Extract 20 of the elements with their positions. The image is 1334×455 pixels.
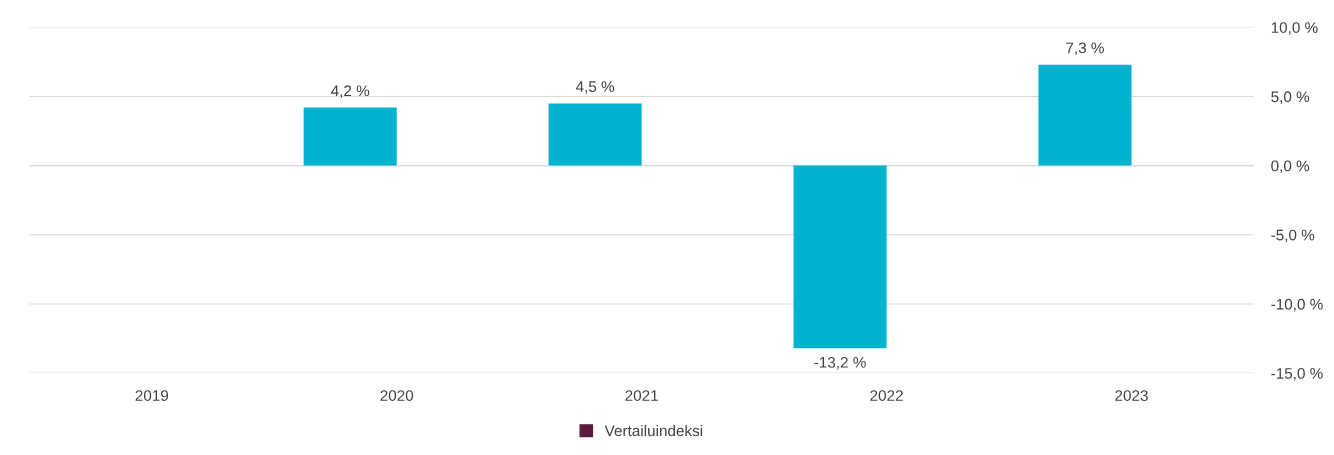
x-tick-label: 2023 <box>1115 390 1148 401</box>
bar <box>793 165 887 349</box>
data-label: 4,5 % <box>575 81 615 94</box>
bar <box>548 103 642 166</box>
x-tick-label: 2020 <box>380 390 414 401</box>
data-label: 7,3 % <box>1066 42 1104 56</box>
bar <box>303 107 397 166</box>
data-label: -13,2 % <box>814 356 866 370</box>
x-tick-label: 2022 <box>870 390 903 401</box>
bar <box>1038 64 1132 166</box>
data-label: 4,2 % <box>331 85 370 98</box>
y-tick-label: 0,0 % <box>1271 160 1310 174</box>
y-tick-label: -15,0 % <box>1271 367 1323 381</box>
y-tick-label: 5,0 % <box>1271 91 1310 104</box>
x-tick-label: 2021 <box>625 390 658 401</box>
y-tick-label: 10,0 % <box>1271 22 1318 35</box>
x-tick-label: 2019 <box>135 390 169 401</box>
legend-label: Vertailuindeksi <box>604 424 703 437</box>
y-tick-label: -5,0 % <box>1271 229 1315 243</box>
y-tick-label: -10,0 % <box>1271 298 1323 312</box>
